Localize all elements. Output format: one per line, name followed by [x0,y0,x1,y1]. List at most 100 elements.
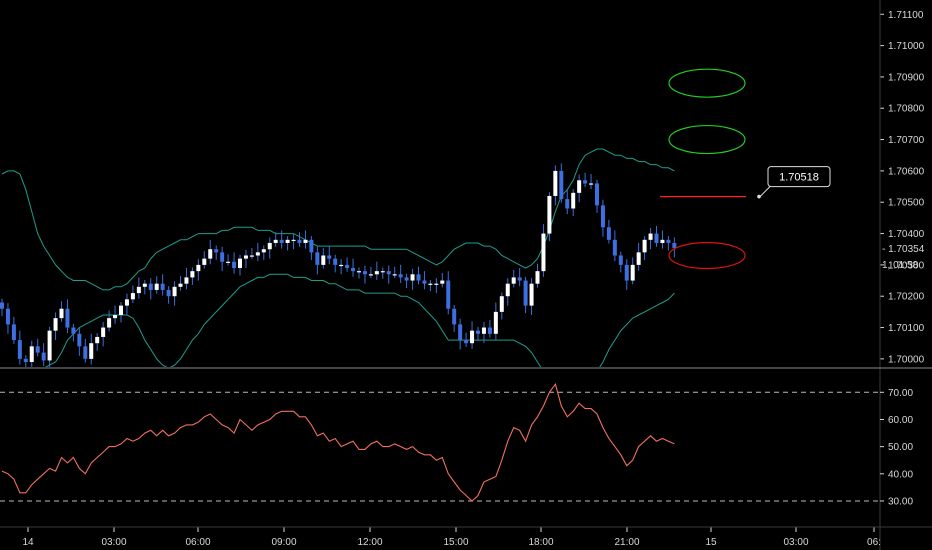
candle[interactable] [624,259,629,290]
candle[interactable] [672,237,677,258]
candle[interactable] [59,301,64,322]
candle[interactable] [35,338,40,357]
candle[interactable] [5,303,10,334]
time-axis[interactable]: 14 03:00 06:00 09:00 12:00 15:00 18:00 21:00 15 0… [0,526,932,548]
candle[interactable] [17,330,22,365]
candle[interactable] [291,234,296,250]
green-target-ellipse-lower[interactable] [668,124,746,155]
candle[interactable] [404,273,409,289]
candle[interactable] [226,254,231,266]
candle[interactable] [517,268,522,287]
red-target-ellipse[interactable] [668,241,746,270]
candle[interactable] [458,318,463,350]
candle[interactable] [351,258,356,277]
candle[interactable] [422,271,427,290]
candle[interactable] [642,236,647,260]
candle[interactable] [220,246,225,272]
candle[interactable] [434,278,439,294]
candle[interactable] [345,257,350,272]
candle[interactable] [0,298,4,317]
candle[interactable] [577,174,582,203]
candle[interactable] [178,276,183,291]
candle[interactable] [273,232,278,247]
candle[interactable] [606,219,611,244]
candle[interactable] [666,236,671,251]
candle[interactable] [505,278,510,306]
candlestick-series[interactable] [0,163,677,372]
candle[interactable] [238,254,242,276]
candle[interactable] [636,242,641,271]
candle[interactable] [529,278,534,316]
candle[interactable] [327,246,332,265]
candle[interactable] [392,266,397,279]
candle[interactable] [47,326,52,368]
candle[interactable] [583,172,588,188]
candle[interactable] [386,265,391,284]
candle[interactable] [119,301,123,323]
chart-annotations[interactable]: 1.70518 [660,68,831,270]
candle[interactable] [440,273,445,288]
candle[interactable] [446,271,451,315]
candle[interactable] [142,279,147,295]
candle[interactable] [416,266,421,285]
candle[interactable] [101,321,106,347]
candle[interactable] [547,192,552,242]
candle[interactable] [11,316,16,344]
candle[interactable] [612,230,617,262]
price-label-callout[interactable]: 1.70518 [757,166,831,199]
candle[interactable] [499,292,504,320]
candle[interactable] [261,245,266,260]
candle[interactable] [160,274,165,296]
candle[interactable] [71,323,76,342]
candle[interactable] [309,236,314,260]
candle[interactable] [535,263,540,288]
candle[interactable] [464,332,469,347]
candle[interactable] [470,321,475,349]
candle[interactable] [648,227,653,250]
candle[interactable] [368,266,373,279]
candle[interactable] [374,261,379,280]
candle[interactable] [285,236,290,251]
candle[interactable] [83,338,88,363]
candle[interactable] [315,246,320,275]
candle[interactable] [172,281,177,306]
candle[interactable] [232,252,237,274]
candle[interactable] [184,268,189,290]
candle[interactable] [166,286,171,304]
candle[interactable] [297,232,302,247]
candle[interactable] [243,249,248,269]
candle[interactable] [380,267,385,279]
price-axis[interactable]: 1.71100 1.71000 1.70900 1.70800 1.70700 1.706… [879,0,925,550]
candle[interactable] [95,333,100,351]
price-pane[interactable] [0,148,677,400]
candle[interactable] [357,267,361,279]
candle[interactable] [214,245,219,260]
candle[interactable] [559,163,564,203]
candle[interactable] [89,333,94,365]
candle[interactable] [255,242,260,262]
candle[interactable] [136,277,141,299]
candle[interactable] [202,251,207,269]
candle[interactable] [23,355,28,369]
candle[interactable] [29,340,34,372]
candle[interactable] [267,237,272,259]
candle[interactable] [130,285,135,304]
candle[interactable] [53,312,58,341]
candle[interactable] [321,247,326,269]
rsi-pane[interactable] [0,382,880,502]
candle[interactable] [553,165,558,206]
candle[interactable] [493,302,498,340]
candle[interactable] [595,179,599,213]
candle[interactable] [113,305,118,324]
candle[interactable] [154,276,159,294]
green-target-ellipse-upper[interactable] [668,68,746,98]
candle[interactable] [107,310,112,332]
candle[interactable] [410,268,415,290]
candle[interactable] [65,299,70,334]
candle[interactable] [541,224,546,277]
candle[interactable] [148,278,153,300]
candle[interactable] [523,276,528,314]
candle[interactable] [481,321,486,344]
candle[interactable] [303,230,308,249]
